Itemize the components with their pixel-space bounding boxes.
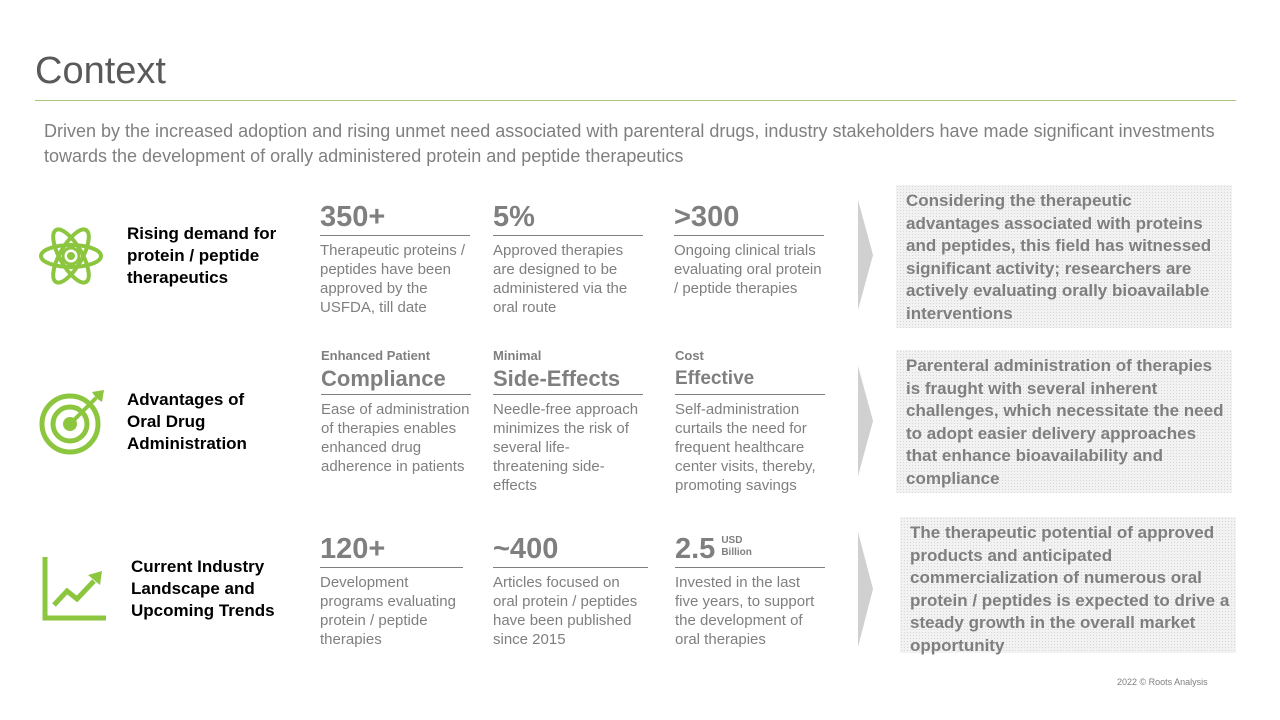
stat-value: Side-Effects <box>493 366 621 391</box>
stat-divider <box>493 394 643 395</box>
stat-description: Approved therapies are designed to be ad… <box>493 242 628 316</box>
stat-description: Articles focused on oral protein / pepti… <box>493 574 638 648</box>
callout-box: The therapeutic potential of approved pr… <box>900 517 1236 655</box>
stat-description: Ongoing clinical trials evaluating oral … <box>674 242 822 297</box>
stat-heading: Minimal <box>493 348 542 363</box>
stat-divider <box>493 567 648 568</box>
stat-value: 5% <box>493 201 535 233</box>
stat-unit: USD Billion <box>721 535 752 558</box>
atom-icon <box>38 222 104 295</box>
stat-heading: Cost <box>675 348 704 363</box>
page-title: Context <box>35 50 166 92</box>
copyright-footer: 2022 © Roots Analysis <box>1117 677 1208 687</box>
stat-description: Needle-free approach minimizes the risk … <box>493 401 639 494</box>
stat-value: Effective <box>675 368 755 389</box>
title-divider <box>35 100 1236 101</box>
stat-value: >300 <box>674 201 740 233</box>
stat-articles: ~400 Articles focused on oral protein / … <box>493 533 648 649</box>
stat-compliance: Enhanced Patient Compliance Ease of admi… <box>321 348 471 476</box>
stat-description: Invested in the last five years, to supp… <box>675 574 815 648</box>
stat-description: Self-administration curtails the need fo… <box>675 401 816 494</box>
stat-investment: 2.5 USD Billion Invested in the last five … <box>675 533 825 649</box>
callout-box: Parenteral administration of therapies i… <box>896 350 1232 493</box>
chevron-right-icon <box>858 366 874 481</box>
stat-divider <box>320 567 463 568</box>
callout-box: Considering the therapeutic advantages a… <box>896 185 1232 328</box>
page-subtitle: Driven by the increased adoption and ris… <box>44 121 1215 166</box>
stat-value: 350+ <box>320 201 386 233</box>
stat-value: 120+ <box>320 533 386 565</box>
target-icon <box>38 388 108 461</box>
stat-divider <box>675 394 825 395</box>
stat-description: Development programs evaluating protein … <box>320 574 456 648</box>
stat-approved-proteins: 350+ Therapeutic proteins / peptides hav… <box>320 201 470 317</box>
stat-description: Ease of administration of therapies enab… <box>321 401 470 475</box>
stat-development-programs: 120+ Development programs evaluating pro… <box>320 533 463 649</box>
stat-divider <box>321 394 471 395</box>
stat-clinical-trials: >300 Ongoing clinical trials evaluating … <box>674 201 824 298</box>
stat-cost-effective: Cost Effective Self-administration curta… <box>675 348 825 495</box>
row-label-advantages: Advantages of Oral Drug Administration <box>127 390 247 453</box>
stat-value: Compliance <box>321 366 446 391</box>
stat-heading: Enhanced Patient <box>321 348 431 363</box>
stat-description: Therapeutic proteins / peptides have bee… <box>320 242 466 316</box>
stat-value: 2.5 <box>675 533 716 565</box>
stat-divider <box>493 235 643 236</box>
stat-side-effects: Minimal Side-Effects Needle-free approac… <box>493 348 643 495</box>
stat-value: ~400 <box>493 533 559 565</box>
stat-oral-share: 5% Approved therapies are designed to be… <box>493 201 643 317</box>
stat-divider <box>674 235 824 236</box>
stat-divider <box>675 567 825 568</box>
row-label-landscape: Current Industry Landscape and Upcoming … <box>131 557 275 620</box>
chevron-right-icon <box>858 532 874 652</box>
row-label-demand: Rising demand for protein / peptide ther… <box>127 224 277 287</box>
stat-divider <box>320 235 470 236</box>
chevron-right-icon <box>858 200 874 315</box>
growth-chart-icon <box>42 557 108 626</box>
